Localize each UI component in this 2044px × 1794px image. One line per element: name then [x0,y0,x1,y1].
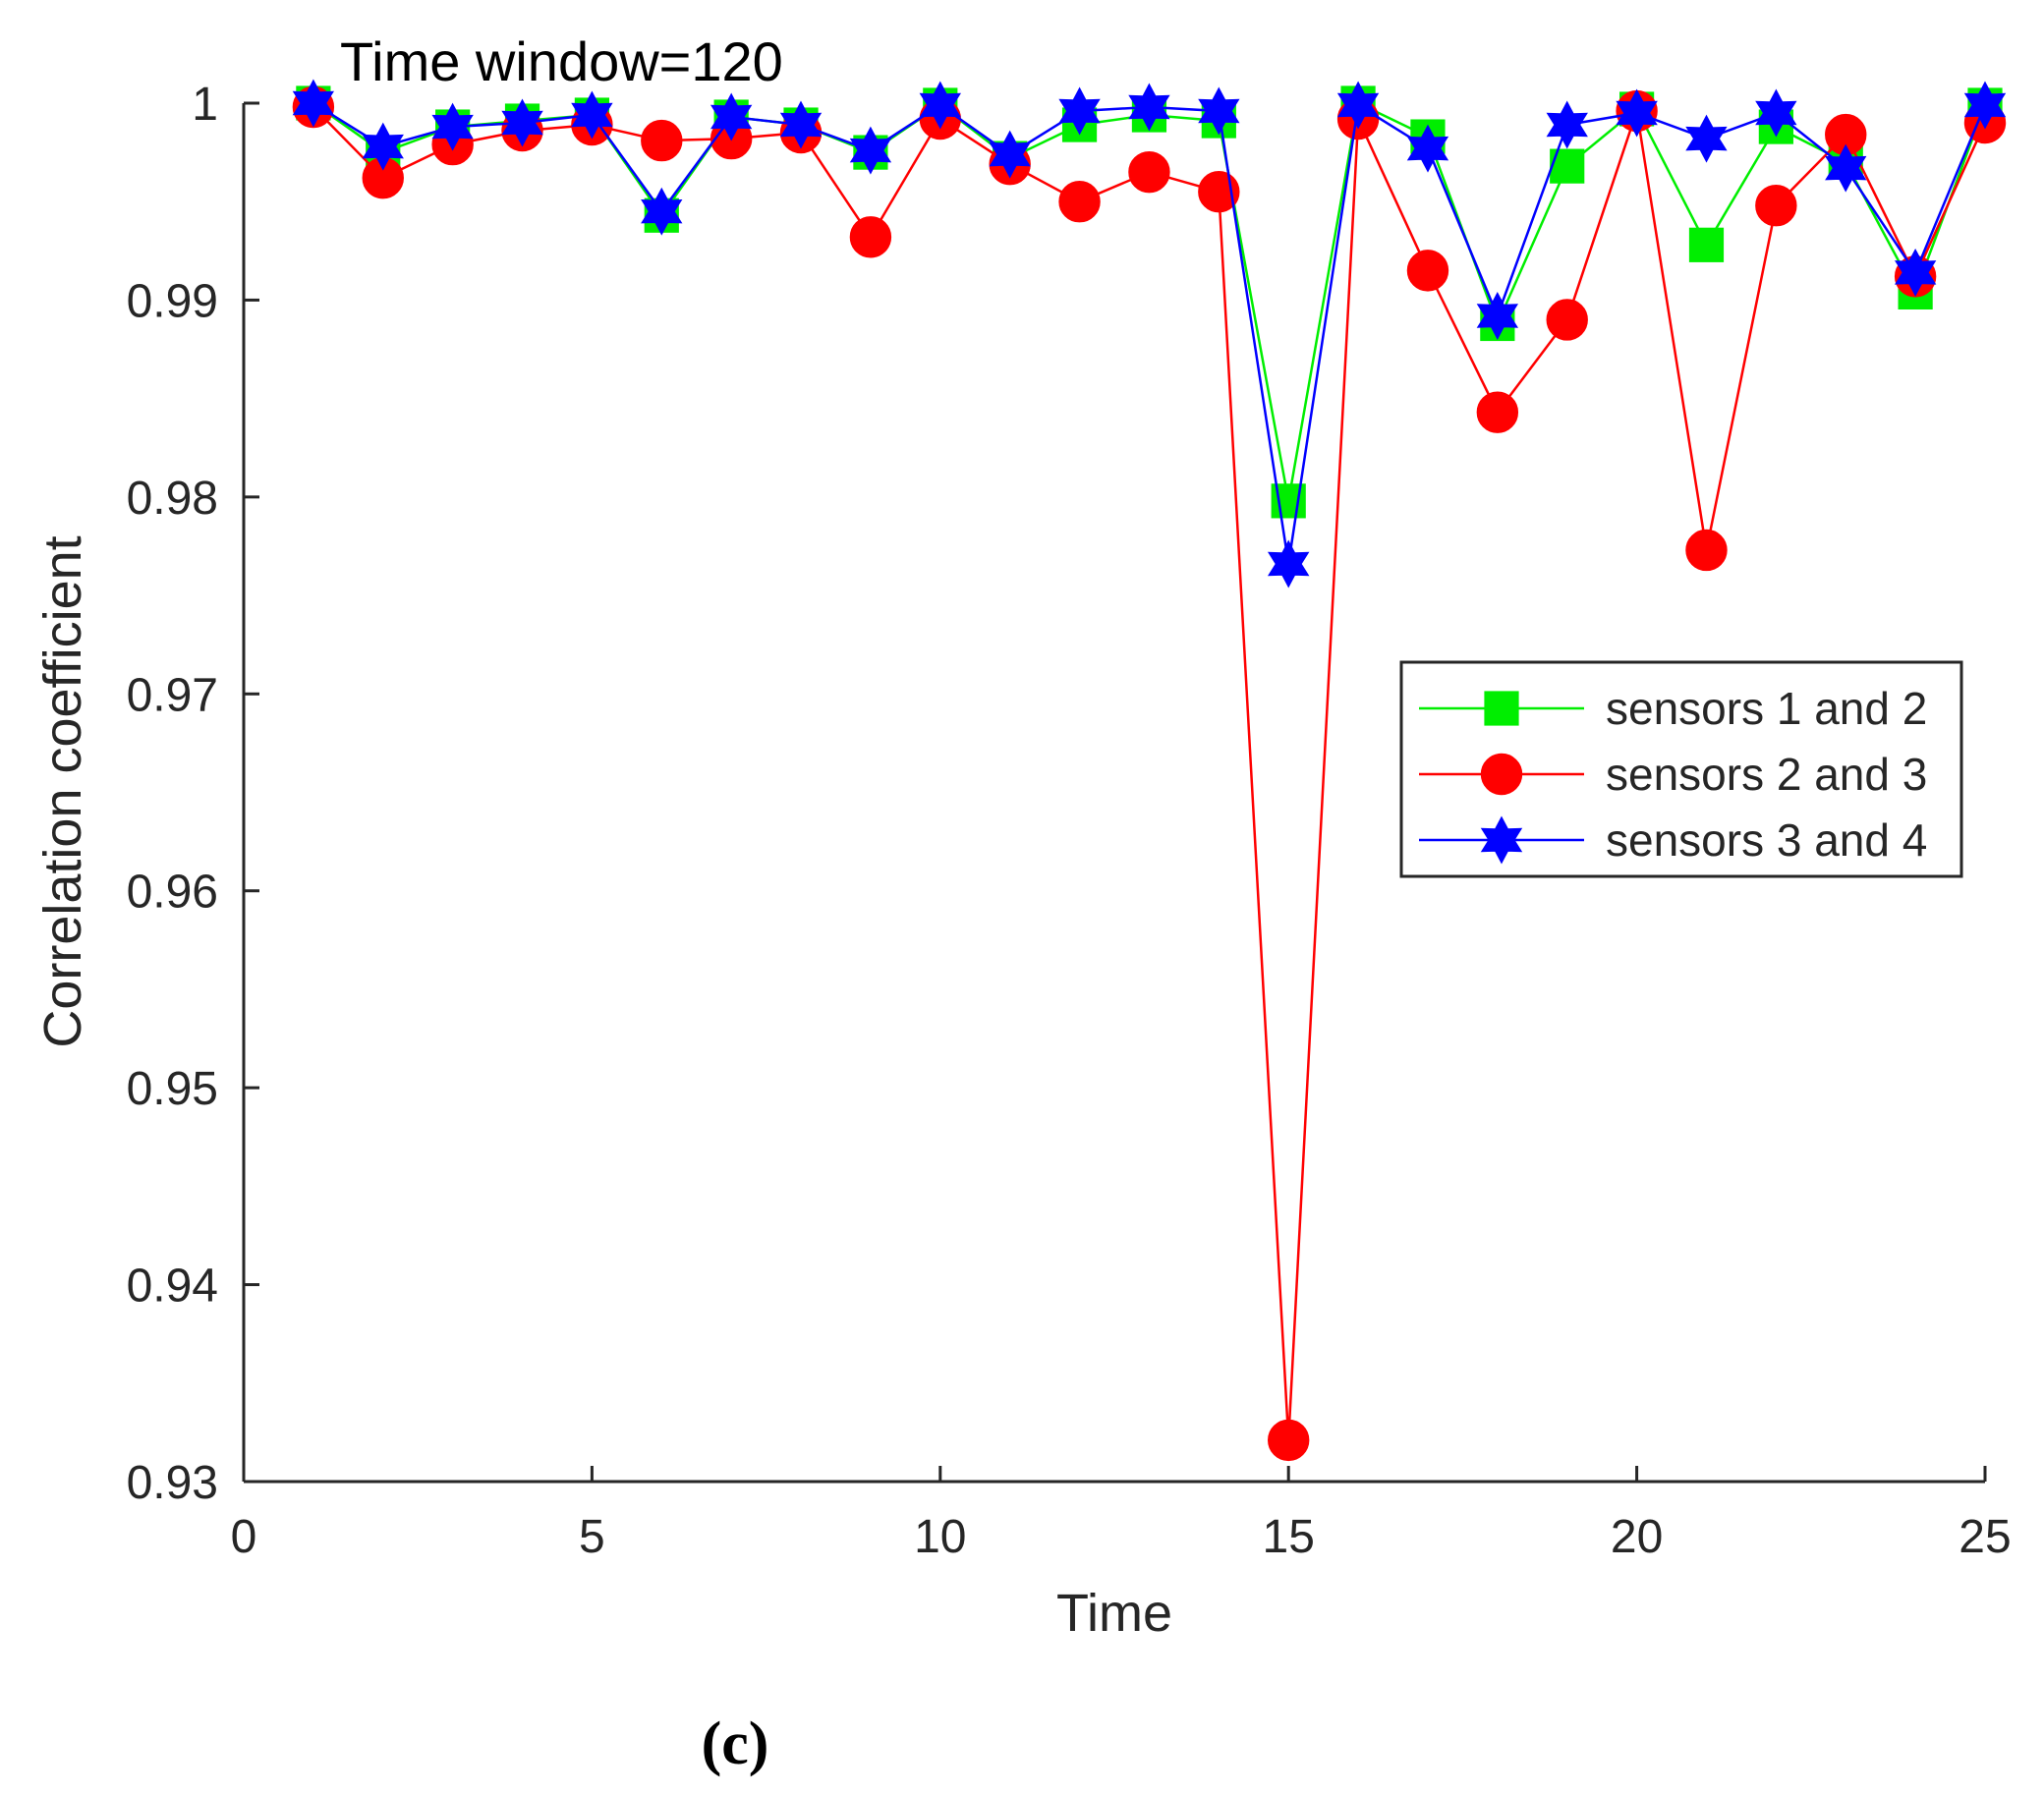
series-1 [296,85,2003,519]
series-3-point [1406,124,1449,173]
y-tick-label: 0.95 [127,1063,218,1115]
series-3-point [501,98,543,147]
series-3-point [779,100,823,149]
series-3-point [1894,248,1937,297]
legend-label: sensors 3 and 4 [1606,814,1927,866]
x-tick-label: 15 [1263,1511,1315,1563]
series-2-point [1058,181,1101,223]
y-tick-label: 0.96 [127,867,218,919]
legend-label: sensors 2 and 3 [1606,749,1927,800]
x-tick-label: 20 [1611,1511,1663,1563]
series-3-point [1755,88,1797,138]
series-3-point [1198,86,1240,136]
legend-item-2: sensors 2 and 3 [1419,749,1927,800]
legend-item-1: sensors 1 and 2 [1419,683,1927,734]
legend-item-3: sensors 3 and 4 [1419,814,1927,866]
series-3-point [431,102,474,151]
series-2-point [1546,299,1588,341]
series-3-point [1336,81,1380,130]
series-2-point [1755,185,1797,227]
series-3-point [1546,100,1588,149]
series-3-point [1058,86,1101,136]
y-tick-label: 0.97 [127,669,218,721]
x-tick-label: 10 [914,1511,966,1563]
y-axis-ticks: 0.93 0.94 0.95 0.96 0.97 0.98 0.99 1 [127,79,259,1509]
series-3-point [1825,143,1867,193]
series-3-point [1616,88,1658,138]
series-2-point [1685,529,1728,572]
series-2-point [1128,150,1170,194]
y-tick-label: 0.98 [127,473,218,525]
series-2-point [1406,250,1449,292]
series-3-point [362,122,404,171]
chart-title: Time window=120 [340,30,783,92]
x-tick-label: 25 [1959,1511,2011,1563]
series-3-point [1685,114,1728,163]
series-2-point [641,119,683,162]
series-3-point [849,126,892,175]
series-3-point [1128,83,1170,132]
legend-marker [1480,815,1523,865]
x-tick-label: 5 [579,1511,605,1563]
plot-series [292,79,2007,1462]
series-2-point [849,216,892,258]
series-3-point [641,187,683,236]
y-tick-label: 1 [192,79,218,131]
figure-caption: (c) [702,1710,769,1777]
y-axis-title: Correlation coefficient [33,535,92,1047]
series-3-point [292,79,335,128]
series-3 [292,79,2007,589]
y-tick-label: 0.94 [127,1261,218,1313]
series-2-point [1476,391,1519,433]
series-3-point [571,90,613,140]
legend-marker [1480,753,1523,796]
x-axis-title: Time [1056,1584,1172,1643]
y-tick-label: 0.99 [127,275,218,327]
series-3-point [1963,81,2007,130]
x-tick-label: 0 [231,1511,257,1563]
series-3-point [919,81,962,130]
series-1-point [1688,227,1725,262]
legend: sensors 1 and 2 sensors 2 and 3 sensors 3 … [1399,660,1963,878]
series-3-point [1476,292,1519,340]
series-2-point [1268,1419,1310,1462]
x-axis-ticks: 0 5 10 15 20 25 [231,1466,2012,1563]
series-3-point [710,92,753,141]
legend-marker [1484,691,1519,726]
legend-label: sensors 1 and 2 [1606,683,1927,734]
y-tick-label: 0.93 [127,1457,218,1509]
series-3-point [989,130,1031,179]
series-3-point [1267,539,1310,589]
